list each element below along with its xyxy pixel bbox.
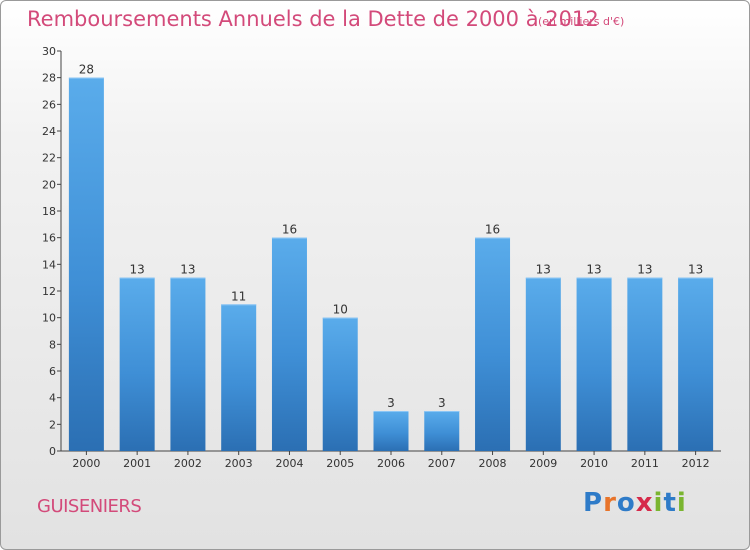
chart-subtitle: (en milliers d'€) [538,15,625,28]
bar [475,237,511,451]
bar [221,304,257,451]
x-tick-label: 2006 [377,457,405,470]
y-tick-label: 2 [49,418,56,431]
y-tick-label: 30 [42,45,56,58]
bar [68,77,104,452]
bar [424,411,460,451]
logo-letter: r [603,488,617,518]
chart-title: Remboursements Annuels de la Dette de 20… [27,7,599,31]
x-tick-label: 2007 [428,457,456,470]
bar-value-label: 16 [485,223,500,237]
bar-value-label: 11 [231,289,246,303]
x-tick-label: 2000 [72,457,100,470]
bar [525,277,561,451]
bar [373,411,409,451]
bar-value-label: 28 [79,63,94,77]
bar [678,277,714,451]
x-tick-label: 2012 [682,457,710,470]
bar-value-label: 13 [586,263,601,277]
bar-value-label: 10 [333,303,348,317]
y-tick-label: 4 [49,392,56,405]
bar-value-label: 16 [282,223,297,237]
y-tick-label: 8 [49,338,56,351]
y-tick-label: 24 [42,125,56,138]
y-tick-label: 12 [42,285,56,298]
logo-letter: t [663,488,677,518]
x-tick-label: 2009 [529,457,557,470]
proxiti-logo: Proxiti [583,488,687,518]
x-tick-label: 2005 [326,457,354,470]
bar [119,277,155,451]
logo-letter: o [616,488,636,518]
y-tick-label: 20 [42,178,56,191]
y-tick-label: 18 [42,205,56,218]
x-tick-label: 2010 [580,457,608,470]
bar-value-label: 13 [688,263,703,277]
x-tick-label: 2003 [225,457,253,470]
logo-letter: i [653,488,664,518]
bar-value-label: 13 [180,263,195,277]
x-tick-label: 2011 [631,457,659,470]
bar [170,277,206,451]
y-tick-label: 26 [42,98,56,111]
y-tick-label: 28 [42,72,56,85]
y-tick-label: 6 [49,365,56,378]
bar [576,277,612,451]
logo-letter: i [676,488,687,518]
x-tick-label: 2001 [123,457,151,470]
x-tick-label: 2002 [174,457,202,470]
bar-value-label: 13 [130,263,145,277]
y-tick-label: 0 [49,445,56,458]
y-tick-label: 16 [42,232,56,245]
y-tick-label: 10 [42,312,56,325]
bar-value-label: 13 [536,263,551,277]
bar-value-label: 3 [438,396,446,410]
bar [627,277,663,451]
commune-name: GUISENIERS [37,496,142,517]
y-tick-label: 14 [42,258,56,271]
bar-value-label: 3 [387,396,395,410]
x-tick-label: 2008 [479,457,507,470]
logo-letter: x [635,488,654,518]
x-tick-label: 2004 [275,457,303,470]
y-tick-label: 22 [42,152,56,165]
logo-letter: P [583,488,604,518]
bar-value-label: 13 [637,263,652,277]
bar [271,237,307,451]
bar [322,317,358,451]
